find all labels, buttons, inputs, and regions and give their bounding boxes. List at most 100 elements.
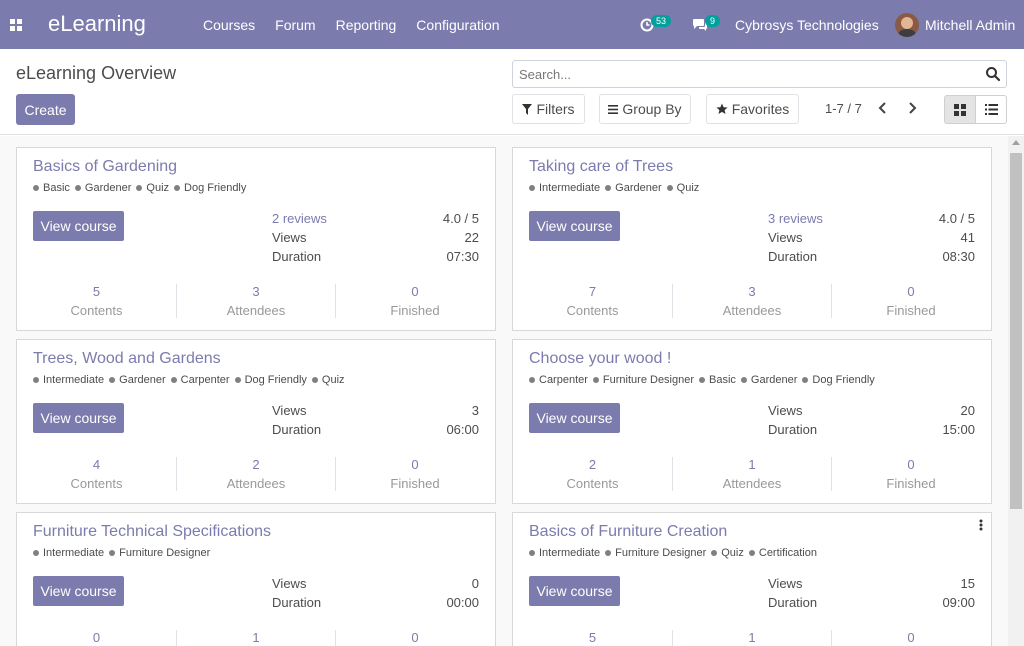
chevron-left-icon[interactable] [877,101,889,115]
contents-counter[interactable]: 7 Contents [513,284,672,318]
attendees-counter[interactable]: 3 Attendees [176,284,335,318]
messaging-menu[interactable]: 9 [692,14,721,36]
company-switcher[interactable]: Cybrosys Technologies [735,17,879,33]
reviews-link[interactable]: 3 reviews [768,211,823,226]
finished-count: 0 [411,284,419,299]
course-stats: 2 reviews 4.0 / 5 Views 22 Duration 07:30 [272,211,479,268]
th-large-icon [954,103,966,116]
rating-value: 4.0 / 5 [938,211,975,226]
scroll-up-arrow-icon[interactable] [1012,140,1020,145]
activity-menu[interactable]: 53 [640,14,672,36]
attendees-counter[interactable]: 2 Attendees [176,457,335,491]
course-card[interactable]: Taking care of Trees Intermediate Garden… [512,147,992,331]
menu-configuration[interactable]: Configuration [416,17,500,33]
kanban-view-button[interactable] [944,95,976,124]
user-menu[interactable]: Mitchell Admin [925,17,1016,33]
view-course-button[interactable]: View course [33,403,124,433]
views-label: Views [768,230,803,245]
menu-reporting[interactable]: Reporting [335,17,397,33]
dropdown-toggle-icon[interactable] [979,519,983,531]
search-icon[interactable] [985,66,1001,82]
course-card[interactable]: Basics of Furniture Creation Intermediat… [512,512,992,646]
views-value: 15 [960,576,975,591]
course-tag: Furniture Designer [109,547,210,559]
apps-menu-icon[interactable] [10,19,23,31]
views-label: Views [768,576,803,591]
finished-counter[interactable]: 0 Finished [335,284,494,318]
favorites-button[interactable]: Favorites [706,94,799,124]
course-card[interactable]: Basics of Gardening Basic Gardener Quiz … [16,147,496,331]
contents-count: 2 [588,457,597,472]
course-title[interactable]: Taking care of Trees [529,158,674,175]
course-title[interactable]: Trees, Wood and Gardens [33,350,221,367]
course-tag: Basic [699,374,736,386]
contents-label: Contents [70,476,123,491]
views-value: 22 [464,230,479,245]
top-navbar: eLearning Courses Forum Reporting Config… [0,0,1024,49]
course-title[interactable]: Basics of Furniture Creation [529,523,728,540]
filters-button[interactable]: Filters [512,94,585,124]
course-card[interactable]: Choose your wood ! Carpenter Furniture D… [512,339,992,504]
course-stats: Views 20 Duration 15:00 [768,403,975,441]
vertical-scrollbar[interactable] [1008,136,1024,646]
course-card[interactable]: Trees, Wood and Gardens Intermediate Gar… [16,339,496,504]
duration-value: 06:00 [446,422,479,437]
view-course-button[interactable]: View course [529,576,620,606]
duration-value: 07:30 [446,249,479,264]
view-course-button[interactable]: View course [33,576,124,606]
view-course-button[interactable]: View course [529,403,620,433]
contents-counter[interactable]: 0Contents [17,630,176,646]
reviews-link[interactable]: 2 reviews [272,211,327,226]
views-value: 41 [960,230,975,245]
course-tag: Gardener [605,182,661,194]
view-course-button[interactable]: View course [33,211,124,241]
contents-count: 4 [92,457,101,472]
course-tags: Intermediate Furniture Designer [33,547,215,559]
duration-label: Duration [768,595,818,610]
scrollbar-thumb[interactable] [1010,153,1022,509]
contents-counter[interactable]: 2 Contents [513,457,672,491]
filters-label: Filters [536,101,575,117]
groupby-button[interactable]: Group By [599,94,691,124]
course-tag: Dog Friendly [174,182,246,194]
course-title[interactable]: Furniture Technical Specifications [33,523,272,540]
view-course-button[interactable]: View course [529,211,620,241]
activity-count-badge: 53 [651,15,672,27]
views-value: 3 [471,403,479,418]
attendees-label: Attendees [226,476,286,491]
page-title: eLearning Overview [16,63,177,83]
search-input[interactable] [513,61,973,87]
menu-forum[interactable]: Forum [275,17,316,33]
menu-courses[interactable]: Courses [203,17,256,33]
finished-label: Finished [886,476,936,491]
course-stats: 3 reviews 4.0 / 5 Views 41 Duration 08:30 [768,211,975,268]
course-title[interactable]: Basics of Gardening [33,158,178,175]
attendees-counter[interactable]: 3 Attendees [672,284,831,318]
course-tag: Gardener [741,374,797,386]
create-button[interactable]: Create [16,94,75,125]
contents-count: 0 [92,630,101,645]
chevron-right-icon[interactable] [906,101,918,115]
avatar[interactable] [895,13,919,37]
contents-label: Contents [566,476,619,491]
messages-count-badge: 9 [705,15,721,27]
course-card[interactable]: Furniture Technical Specifications Inter… [16,512,496,646]
duration-label: Duration [272,249,322,264]
finished-label: Finished [390,303,440,318]
list-view-button[interactable] [975,95,1007,124]
contents-counter[interactable]: 4 Contents [17,457,176,491]
app-brand[interactable]: eLearning [48,11,146,36]
pager-value[interactable]: 1-7 / 7 [825,101,862,116]
course-title[interactable]: Choose your wood ! [529,350,672,367]
